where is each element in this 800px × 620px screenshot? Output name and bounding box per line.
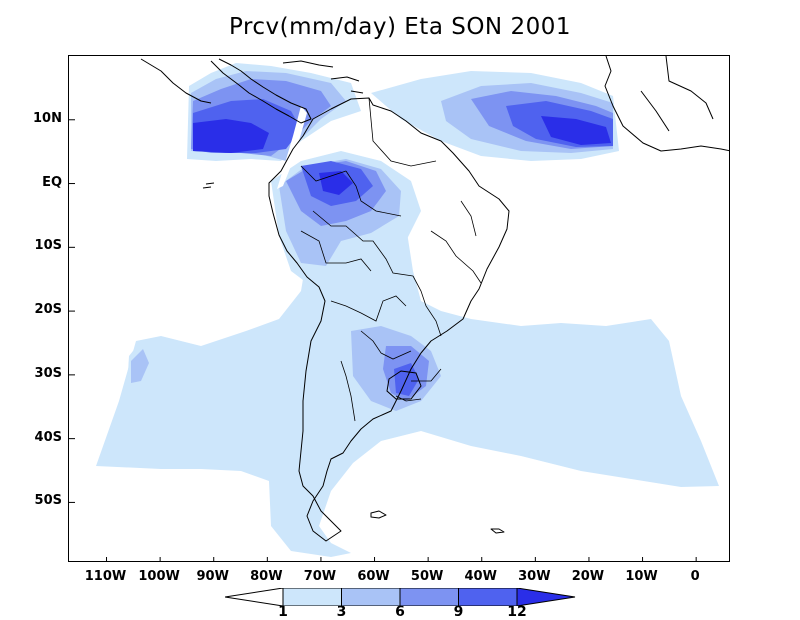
lon-label-30w: 30W: [518, 569, 551, 584]
coastlines: [140, 56, 729, 542]
colorbar-segment-1: [282, 588, 342, 606]
lat-label-50s: 50S: [34, 493, 62, 509]
colorbar-label-12: 12: [507, 604, 527, 620]
lon-label-40w: 40W: [464, 569, 497, 584]
colorbar-segment-3: [399, 588, 459, 606]
uruguay-outline: [386, 370, 422, 400]
lon-label-0: 0: [690, 569, 700, 584]
lon-label-80w: 80W: [250, 569, 283, 584]
colorbar-segment-4: [458, 588, 518, 606]
lat-label-10s: 10S: [34, 238, 62, 254]
precip-level-12-fill: [193, 116, 611, 195]
precip-level-1-fill: [96, 63, 719, 557]
lon-label-50w: 50W: [410, 569, 444, 584]
colorbar-label-6: 6: [395, 604, 405, 620]
colorbar-label-3: 3: [336, 604, 347, 620]
andes-ridge-gap: [277, 106, 307, 189]
axis-tick-marks: [69, 119, 697, 561]
lon-label-90w: 90W: [196, 569, 229, 584]
lat-label-30s: 30S: [34, 365, 62, 381]
lon-label-10w: 10W: [625, 569, 658, 584]
colorbar-segment-5: [516, 588, 576, 606]
country-borders: [300, 97, 482, 422]
map-frame: [68, 55, 730, 562]
lat-label-20s: 20S: [34, 302, 62, 318]
lat-label-10n: 10N: [33, 110, 62, 126]
lat-label-eq: EQ: [42, 174, 62, 190]
lon-label-70w: 70W: [303, 569, 337, 584]
colorbar: [225, 588, 576, 606]
lat-label-40s: 40S: [34, 429, 62, 445]
lon-label-60w: 60W: [357, 569, 390, 584]
lon-label-20w: 20W: [571, 569, 605, 584]
lon-label-100w: 100W: [138, 569, 180, 584]
colorbar-label-1: 1: [278, 604, 288, 620]
colorbar-segment-2: [341, 588, 401, 606]
map-title: Prcv(mm/day) Eta SON 2001: [228, 14, 571, 40]
precipitation-map: [69, 56, 729, 561]
lon-label-110w: 110W: [84, 569, 127, 584]
colorbar-label-9: 9: [453, 604, 464, 620]
